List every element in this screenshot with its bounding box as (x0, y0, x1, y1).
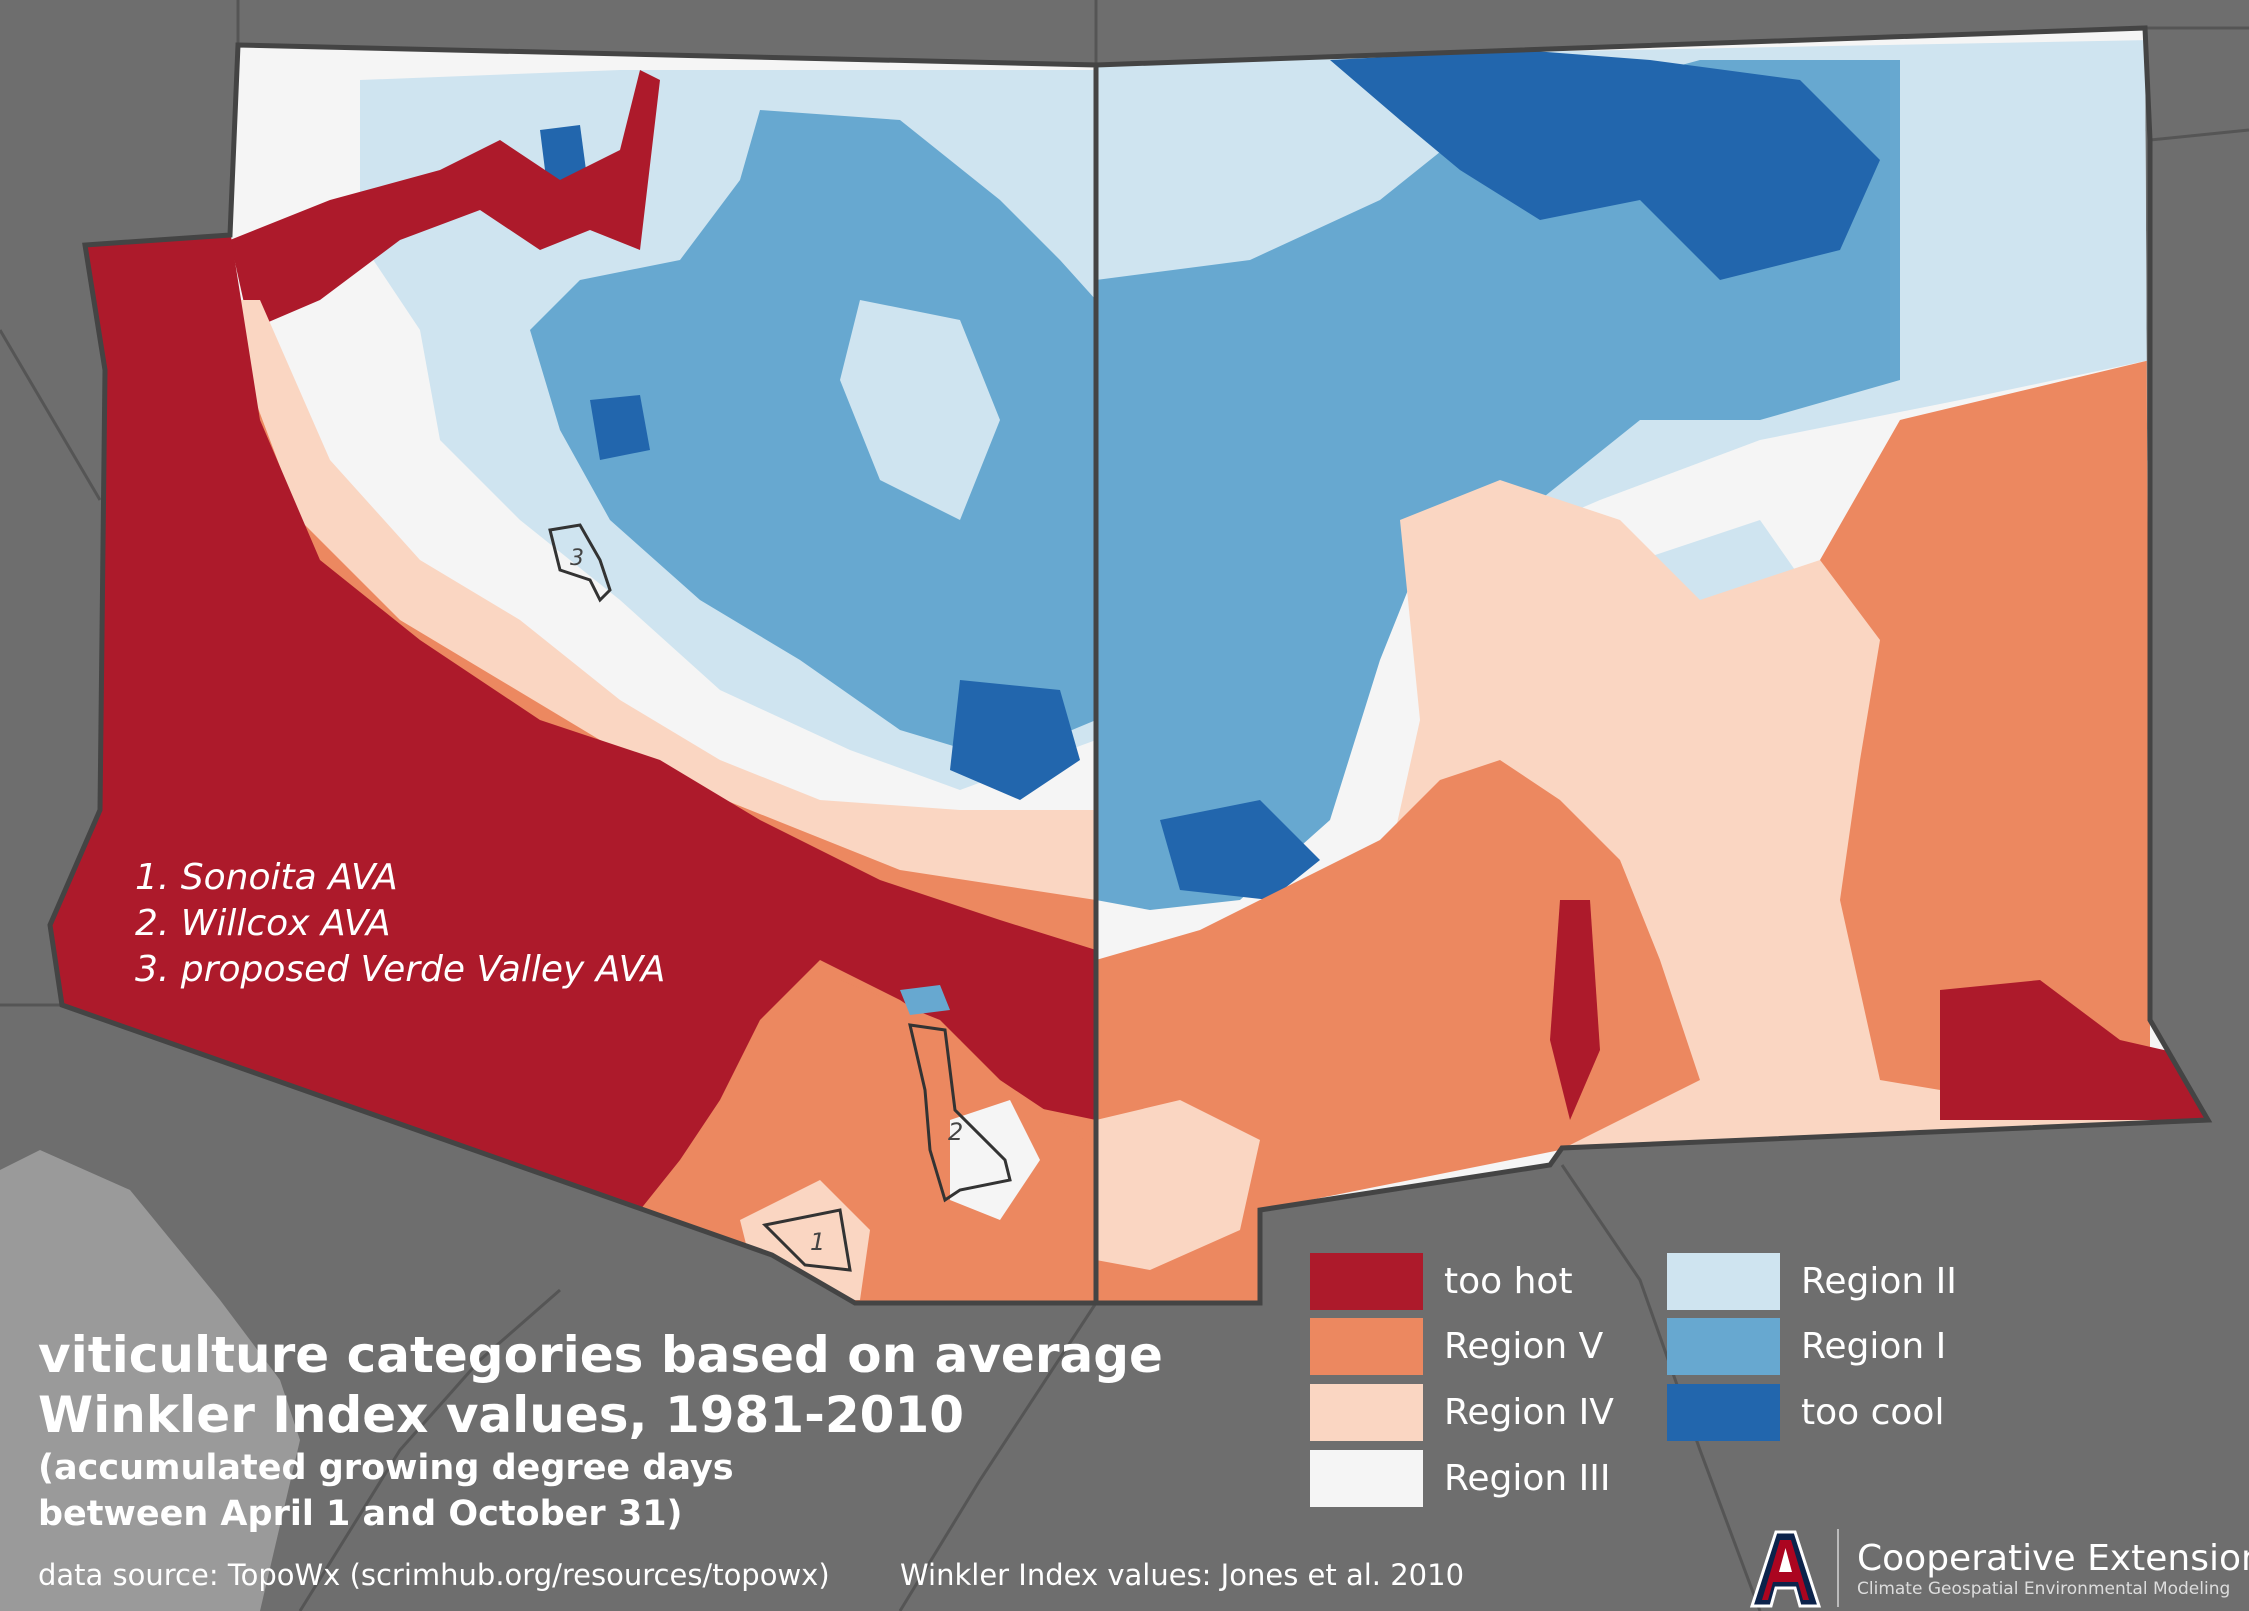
legend-label-too-hot: too hot (1444, 1261, 1573, 1302)
legend-label-region-i: Region I (1801, 1326, 1947, 1367)
legend: too hot Region V Region IV Region III Re… (1310, 1253, 1957, 1523)
data-source-text: data source: TopoWx (scrimhub.org/resour… (38, 1558, 830, 1592)
legend-label-region-v: Region V (1444, 1326, 1604, 1367)
legend-item-region-i: Region I (1667, 1318, 1946, 1375)
legend-swatch-too-cool (1667, 1384, 1780, 1441)
ava-label-1: 1 (810, 1228, 825, 1256)
legend-item-too-hot: too hot (1310, 1253, 1573, 1310)
legend-swatch-too-hot (1310, 1253, 1423, 1310)
legend-swatch-region-v (1310, 1318, 1423, 1375)
ava-list: 1. Sonoita AVA 2. Willcox AVA 3. propose… (135, 855, 665, 993)
logo-title: Cooperative Extension (1857, 1537, 2249, 1579)
winkler-source-text: Winkler Index values: Jones et al. 2010 (900, 1558, 1465, 1592)
logo-subtitle: Climate Geospatial Environmental Modelin… (1857, 1578, 2231, 1599)
arizona-outline (47, 42, 1099, 1306)
logo-divider (1837, 1529, 1839, 1607)
ava-item-sonoita: 1. Sonoita AVA (135, 857, 398, 898)
new-mexico-outline (1095, 25, 2213, 1306)
legend-label-region-iii: Region III (1444, 1458, 1611, 1499)
ava-sonoita-outline (761, 1208, 852, 1272)
legend-label-region-iv: Region IV (1444, 1392, 1614, 1433)
legend-item-region-iii: Region III (1310, 1450, 1611, 1507)
ava-label-3: 3 (570, 546, 584, 571)
logo-text: Cooperative Extension Climate Geospatial… (1857, 1538, 2249, 1599)
new-mexico-map (1096, 28, 2208, 1303)
ava-item-verde-valley: 3. proposed Verde Valley AVA (135, 949, 666, 990)
ava-verde-valley-outline (548, 523, 612, 603)
legend-swatch-region-iv (1310, 1384, 1423, 1441)
subtitle-line-2: between April 1 and October 31) (38, 1494, 683, 1534)
university-a-logo-icon (1749, 1530, 1822, 1608)
ava-willcox-outline (908, 1023, 1012, 1203)
legend-swatch-region-iii (1310, 1450, 1423, 1507)
title-line-2: Winkler Index values, 1981-2010 (38, 1386, 965, 1444)
legend-label-too-cool: too cool (1801, 1392, 1945, 1433)
subtitle-line-1: (accumulated growing degree days (38, 1448, 734, 1488)
ava-label-2: 2 (948, 1118, 963, 1146)
legend-swatch-region-ii (1667, 1253, 1780, 1310)
legend-item-too-cool: too cool (1667, 1384, 1944, 1441)
legend-label-region-ii: Region II (1801, 1261, 1957, 1302)
title-line-1: viticulture categories based on average (38, 1326, 1163, 1384)
legend-item-region-ii: Region II (1667, 1253, 1957, 1310)
ava-item-willcox: 2. Willcox AVA (135, 903, 391, 944)
arizona-map (50, 45, 1096, 1303)
legend-item-region-iv: Region IV (1310, 1384, 1614, 1441)
map-title: viticulture categories based on average … (38, 1325, 1163, 1537)
cooperative-extension-logo: Cooperative Extension Climate Geospatial… (1748, 1528, 2249, 1608)
legend-item-region-v: Region V (1310, 1318, 1603, 1375)
mexico-region (0, 1150, 300, 1611)
legend-swatch-region-i (1667, 1318, 1780, 1375)
